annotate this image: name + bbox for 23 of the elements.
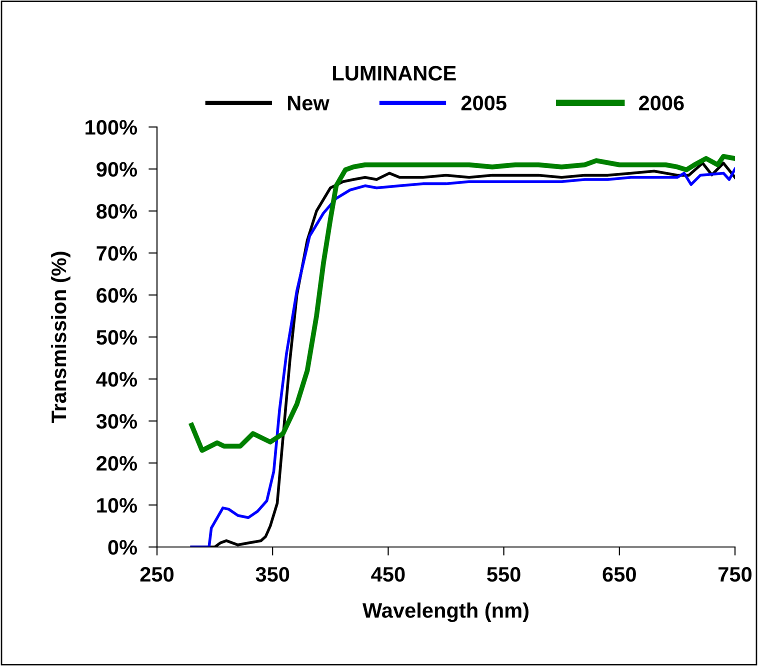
y-tick-label: 50% [96,330,138,345]
y-tick-label: 40% [96,372,138,387]
y-tick-label: 100% [86,120,138,135]
legend-label: 2005 [461,96,506,110]
y-tick-label: 60% [96,288,138,303]
x-tick-label: 250 [140,566,174,582]
y-tick-label: 90% [96,162,138,177]
y-axis-title: Transmission (%) [50,252,70,424]
y-tick-label: 10% [97,498,138,513]
chart-title: LUMINANCE [333,66,456,81]
x-tick-label: 650 [602,566,636,582]
x-tick-label: 750 [718,566,752,582]
y-tick-label: 30% [96,414,138,429]
y-tick-label: 0% [108,540,138,555]
x-tick-label: 450 [371,566,405,582]
x-axis-title: Wavelength (nm) [362,602,528,622]
y-tick-label: 70% [96,246,138,261]
x-tick-label: 550 [487,566,520,582]
x-tick-label: 350 [256,566,290,582]
y-tick-label: 80% [96,204,138,219]
legend-label: New [288,96,330,110]
y-tick-label: 20% [96,456,138,471]
legend-label: 2006 [638,96,684,110]
